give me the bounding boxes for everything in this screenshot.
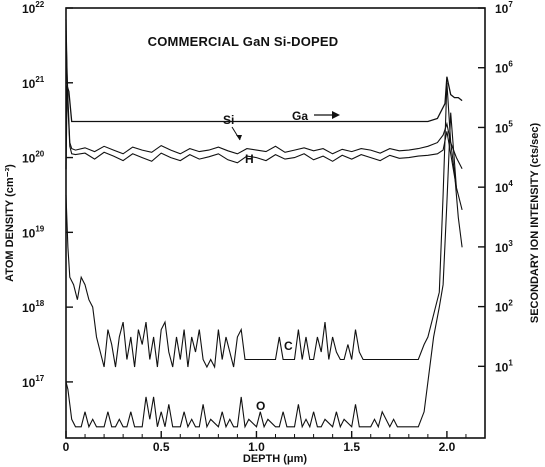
x-tick-label-1: 0.5 — [153, 440, 170, 454]
y-left-tick-label-5: 1017 — [22, 374, 45, 390]
y-right-tick-label-0: 107 — [495, 0, 513, 16]
series-label-h: H — [245, 152, 254, 166]
y-left-tick-label-2: 1020 — [22, 150, 45, 166]
y-axis-label-right: SECONDARY ION INTENSITY (cts/sec) — [529, 123, 541, 324]
y-right-tick-label-2: 105 — [495, 119, 513, 135]
y-right-tick-label-5: 102 — [495, 299, 513, 315]
x-axis-label: DEPTH (μm) — [243, 453, 308, 465]
si-arrowhead — [236, 135, 242, 140]
series-label-c: C — [284, 339, 293, 353]
series-label-si: Si — [223, 113, 234, 127]
series-label-ga: Ga — [292, 109, 308, 123]
data-series — [65, 19, 463, 429]
ga-arrowhead — [332, 111, 340, 119]
y-right-tick-label-1: 106 — [495, 60, 513, 76]
y-right-tick-label-3: 104 — [495, 179, 513, 195]
y-right-tick-label-4: 103 — [495, 239, 513, 255]
x-tick-label-2: 1.0 — [248, 440, 265, 454]
x-tick-label-4: 2.0 — [439, 440, 456, 454]
series-line-h — [65, 30, 463, 211]
x-tick-label-0: 0 — [63, 440, 70, 454]
series-line-c — [65, 82, 463, 369]
axis-ticks: 0 0.5 1.0 1.5 2.0 1022 1021 1020 1019 1018 1017 107… — [22, 0, 513, 454]
series-label-o: O — [256, 399, 265, 413]
y-left-tick-label-0: 1022 — [22, 0, 45, 16]
y-left-tick-label-4: 1018 — [22, 299, 45, 315]
y-right-tick-label-6: 101 — [495, 358, 513, 374]
series-line-ga — [65, 76, 463, 170]
x-tick-label-3: 1.5 — [343, 440, 360, 454]
y-left-tick-label-3: 1019 — [22, 224, 45, 240]
chart-title: COMMERCIAL GaN Si-DOPED — [148, 34, 339, 49]
series-line-si — [65, 19, 463, 170]
y-axis-label-left: ATOM DENSITY (cm⁻³) — [4, 164, 16, 282]
series-line-o — [65, 112, 457, 429]
y-left-tick-label-1: 1021 — [22, 75, 45, 91]
